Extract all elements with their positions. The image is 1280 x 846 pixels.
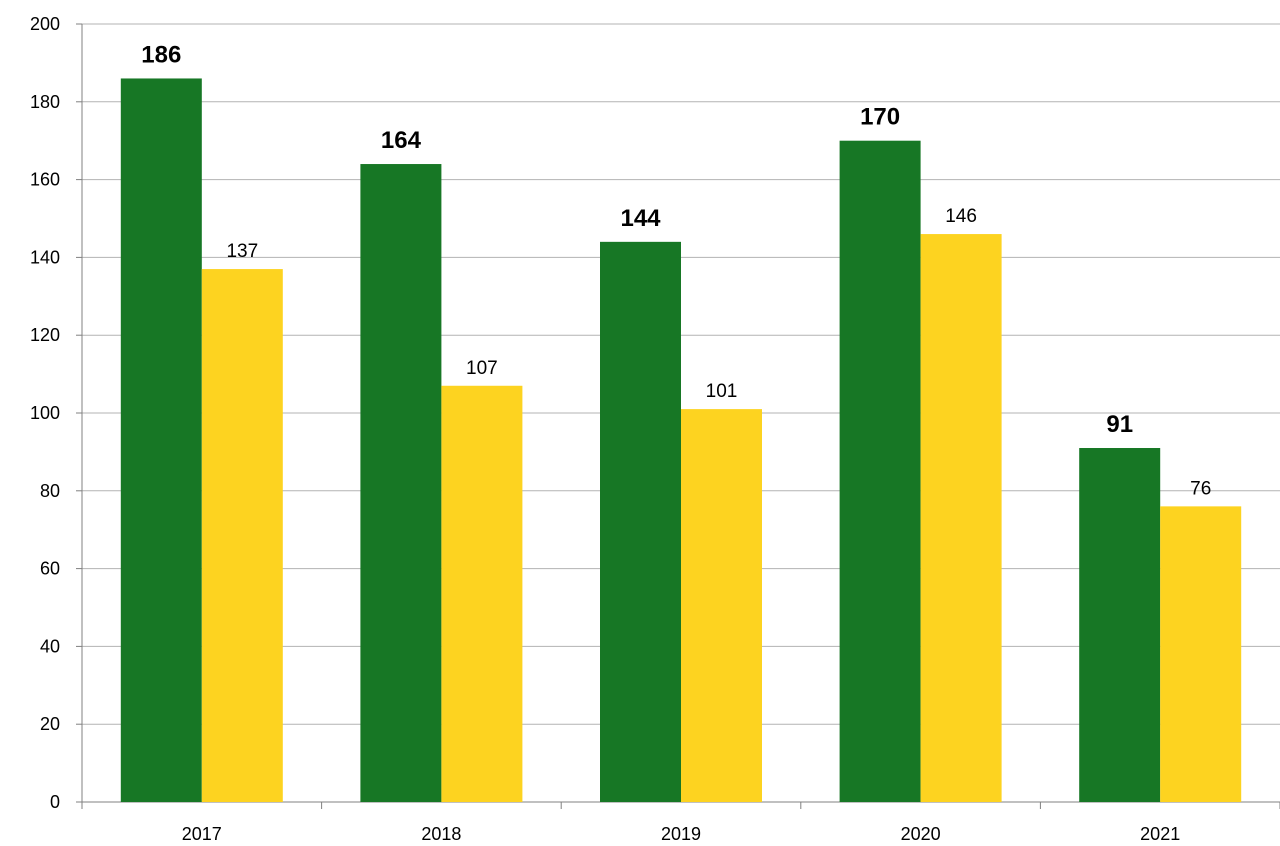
bar	[120, 78, 202, 802]
y-tick-label: 60	[40, 559, 60, 579]
bar	[920, 234, 1002, 802]
bar	[839, 140, 921, 802]
data-label: 91	[1106, 411, 1133, 438]
data-label: 107	[466, 358, 498, 379]
x-tick-label: 2019	[661, 824, 701, 844]
x-tick-label: 2020	[901, 824, 941, 844]
data-label: 146	[945, 206, 977, 227]
bar	[1079, 448, 1161, 802]
x-tick-label: 2017	[182, 824, 222, 844]
bar	[201, 269, 283, 802]
data-label: 186	[141, 41, 181, 68]
data-label: 164	[381, 127, 422, 154]
y-tick-label: 120	[30, 325, 60, 345]
data-label: 101	[706, 381, 738, 402]
x-tick-label: 2021	[1140, 824, 1180, 844]
y-tick-label: 100	[30, 403, 60, 423]
y-tick-label: 200	[30, 14, 60, 34]
bar	[600, 241, 681, 803]
y-tick-label: 0	[50, 792, 60, 812]
y-tick-label: 180	[30, 92, 60, 112]
y-tick-label: 80	[40, 481, 60, 501]
y-tick-label: 20	[40, 714, 60, 734]
y-tick-label: 140	[30, 247, 60, 267]
y-tick-label: 40	[40, 636, 60, 656]
bar	[441, 385, 523, 802]
bar	[1160, 506, 1242, 802]
data-label: 76	[1190, 478, 1211, 499]
bar	[681, 409, 762, 802]
x-tick-label: 2018	[421, 824, 461, 844]
y-tick-label: 160	[30, 170, 60, 190]
data-label: 137	[226, 241, 258, 262]
data-label: 144	[620, 205, 661, 232]
data-label: 170	[860, 104, 900, 131]
bar	[360, 164, 442, 803]
